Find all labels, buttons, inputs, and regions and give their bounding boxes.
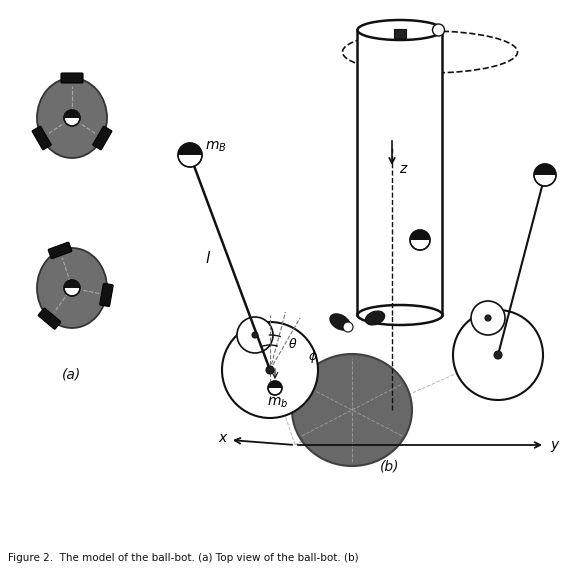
Circle shape [343,322,353,332]
Circle shape [266,366,274,374]
Ellipse shape [357,20,442,40]
Circle shape [252,332,258,338]
Circle shape [453,310,543,400]
Circle shape [64,280,80,296]
Text: y: y [550,438,558,452]
Circle shape [485,315,491,321]
Circle shape [410,230,430,250]
Ellipse shape [330,314,350,330]
Circle shape [178,143,202,167]
Circle shape [64,110,80,126]
Wedge shape [64,280,80,288]
Text: $m_b$: $m_b$ [267,396,288,411]
Circle shape [268,381,282,395]
FancyBboxPatch shape [38,308,61,329]
Ellipse shape [292,354,412,466]
Text: $\theta$: $\theta$ [288,337,297,351]
FancyBboxPatch shape [93,126,112,150]
FancyBboxPatch shape [61,73,83,83]
Ellipse shape [365,311,385,325]
Bar [357,30,442,315]
Text: Figure 2.  The model of the ball-bot. (a) Top view of the ball-bot. (b): Figure 2. The model of the ball-bot. (a)… [8,553,359,563]
FancyBboxPatch shape [100,283,113,307]
Wedge shape [178,143,202,155]
Wedge shape [534,164,556,175]
Circle shape [471,301,505,335]
Text: z: z [399,162,406,176]
Ellipse shape [357,305,442,325]
Circle shape [237,317,273,353]
Text: $\phi$: $\phi$ [308,348,318,365]
Circle shape [222,322,318,418]
Circle shape [432,24,445,36]
Circle shape [534,164,556,186]
Text: (b): (b) [380,459,400,473]
Bar [394,29,406,38]
Text: $m_B$: $m_B$ [205,140,226,154]
Ellipse shape [37,78,107,158]
Circle shape [494,351,502,359]
Text: x: x [218,431,226,445]
Ellipse shape [37,248,107,328]
Wedge shape [410,230,430,240]
Wedge shape [268,381,282,388]
Text: (a): (a) [62,367,81,381]
FancyBboxPatch shape [48,242,72,258]
Wedge shape [64,110,80,118]
FancyBboxPatch shape [32,126,51,150]
Text: $l$: $l$ [205,249,211,265]
